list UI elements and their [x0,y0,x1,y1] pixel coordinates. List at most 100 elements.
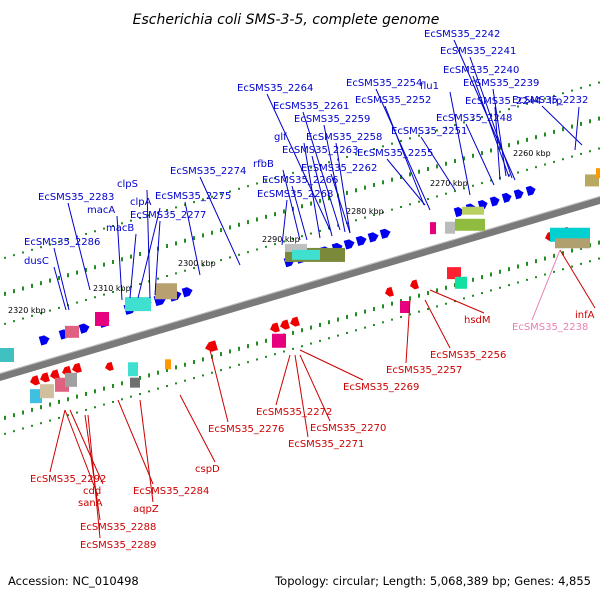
tick-mark [202,198,204,201]
tick-mark [49,309,51,312]
tick-mark [472,277,474,282]
tick-mark [121,398,123,401]
tick-mark [535,166,537,169]
tick-mark [112,290,114,293]
kbp-label: 2280 kbp [346,207,384,216]
tick-mark [292,347,294,350]
kbp-label: 2260 kbp [513,149,551,158]
reverse-gene-arrow-shape [205,340,218,352]
tick-mark [265,245,267,248]
tick-mark [184,203,186,206]
tick-mark [40,312,42,315]
tick-mark [346,155,348,158]
tick-mark [202,264,204,267]
tick-mark [112,383,114,388]
tick-mark [121,257,123,262]
tick-mark [112,259,114,264]
tick-mark [31,407,33,412]
reverse-gene-arrow [385,286,394,297]
tick-mark [364,150,366,153]
map-title: Escherichia coli SMS-3-5, complete genom… [133,12,440,28]
tick-mark [526,261,528,266]
tick-mark [490,148,492,153]
topology-summary: Topology: circular; Length: 5,068,389 bp… [274,574,591,588]
tick-mark [229,366,231,369]
tick-mark [67,238,69,241]
feature-box [430,222,436,235]
tick-mark [382,304,384,309]
tick-mark [4,256,6,259]
tick-mark [436,288,438,293]
tick-mark [157,277,159,280]
tick-mark [391,177,393,182]
tick-mark [49,419,51,422]
tick-mark [328,337,330,340]
tick-mark [13,430,15,433]
tick-mark [292,206,294,211]
reverse-gene-arrow [72,362,82,373]
forward-gene-label: clpA [130,197,152,208]
tick-mark [166,385,168,388]
leader-line [129,233,137,299]
forward-gene-label: EcSMS35_2261 [273,101,349,112]
tick-mark [427,198,429,201]
tick-mark [382,211,384,214]
tick-mark [211,195,213,198]
tick-mark [346,190,348,195]
tick-mark [418,310,420,313]
reverse-gene-label: EcSMS35_2271 [288,439,364,450]
tick-mark [463,187,465,190]
tick-mark [211,230,213,235]
tick-mark [490,272,492,277]
leader-line [67,202,91,291]
tick-mark [463,121,465,124]
forward-gene-label: EcSMS35_2248 [436,113,512,124]
feature-box [292,249,320,260]
forward-gene-arrow-shape [525,185,536,196]
tick-mark [103,227,105,230]
tick-mark [346,314,348,319]
tick-mark [391,208,393,211]
forward-gene-label: EcSMS35_2232 [512,95,588,106]
feature-box [165,359,171,370]
feature-box [550,227,590,242]
tick-mark [229,256,231,259]
tick-mark [355,188,357,193]
tick-mark [229,225,231,230]
tick-mark [301,345,303,348]
reverse-gene-arrow [410,279,419,290]
tick-mark [490,179,492,182]
tick-mark [22,251,24,254]
tick-mark [103,403,105,406]
tick-mark [526,137,528,142]
tick-mark [472,153,474,158]
tick-mark [238,222,240,227]
reverse-gene-label: EcSMS35_2284 [133,486,209,497]
tick-mark [580,121,582,126]
forward-gene-arrow [78,323,90,334]
tick-mark [490,113,492,116]
tick-mark [535,100,537,103]
tick-mark [589,150,591,153]
forward-gene-label: EcSMS35_2242 [424,29,500,40]
tick-mark [544,256,546,261]
reverse-gene-arrow [270,322,280,333]
tick-mark [427,308,429,311]
tick-mark [139,392,141,395]
tick-mark [274,243,276,246]
tick-mark [103,293,105,296]
leader-line [117,399,154,485]
tick-mark [166,209,168,212]
tick-mark [400,140,402,142]
tick-mark [265,355,267,358]
tick-mark [22,317,24,320]
tick-mark [247,185,249,188]
tick-mark [355,329,357,332]
tick-mark [481,151,483,156]
forward-gene-label: macA [87,205,115,216]
tick-mark [94,296,96,299]
tick-mark [571,124,573,129]
leader-line [405,299,411,364]
forward-gene-arrow-shape [78,323,90,334]
tick-mark [436,195,438,198]
